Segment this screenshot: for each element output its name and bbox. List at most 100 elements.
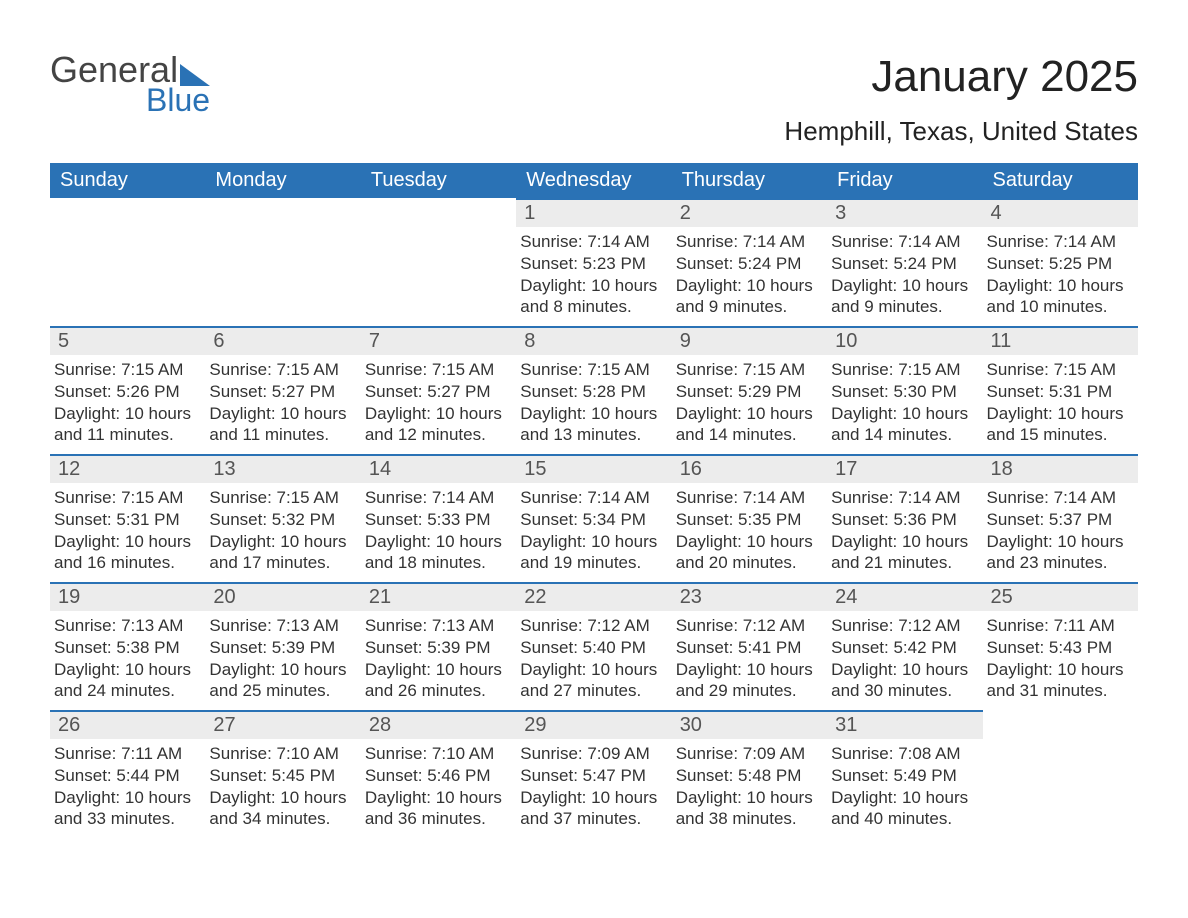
calendar-cell: 24Sunrise: 7:12 AMSunset: 5:42 PMDayligh… bbox=[827, 582, 982, 710]
day-number: 7 bbox=[361, 328, 516, 355]
sunset-line: Sunset: 5:47 PM bbox=[520, 765, 667, 787]
day-detail: Sunrise: 7:15 AMSunset: 5:31 PMDaylight:… bbox=[983, 355, 1138, 446]
calendar-cell: 27Sunrise: 7:10 AMSunset: 5:45 PMDayligh… bbox=[205, 710, 360, 838]
day-number: 10 bbox=[827, 328, 982, 355]
sunrise-line: Sunrise: 7:15 AM bbox=[209, 487, 356, 509]
daylight-line: Daylight: 10 hours and 9 minutes. bbox=[831, 275, 978, 319]
day-number: 31 bbox=[827, 712, 982, 739]
sunrise-line: Sunrise: 7:09 AM bbox=[520, 743, 667, 765]
sunrise-line: Sunrise: 7:14 AM bbox=[676, 487, 823, 509]
day-detail: Sunrise: 7:10 AMSunset: 5:46 PMDaylight:… bbox=[361, 739, 516, 830]
calendar-cell: 3Sunrise: 7:14 AMSunset: 5:24 PMDaylight… bbox=[827, 198, 982, 326]
daylight-line: Daylight: 10 hours and 30 minutes. bbox=[831, 659, 978, 703]
sunset-line: Sunset: 5:30 PM bbox=[831, 381, 978, 403]
sunrise-line: Sunrise: 7:13 AM bbox=[209, 615, 356, 637]
day-number: 19 bbox=[50, 584, 205, 611]
weekday-header: Wednesday bbox=[516, 163, 671, 198]
calendar-cell: 1Sunrise: 7:14 AMSunset: 5:23 PMDaylight… bbox=[516, 198, 671, 326]
day-detail: Sunrise: 7:15 AMSunset: 5:27 PMDaylight:… bbox=[361, 355, 516, 446]
sunset-line: Sunset: 5:40 PM bbox=[520, 637, 667, 659]
calendar-cell: 2Sunrise: 7:14 AMSunset: 5:24 PMDaylight… bbox=[672, 198, 827, 326]
calendar-cell: 26Sunrise: 7:11 AMSunset: 5:44 PMDayligh… bbox=[50, 710, 205, 838]
weekday-header: Thursday bbox=[672, 163, 827, 198]
day-number: 16 bbox=[672, 456, 827, 483]
day-detail: Sunrise: 7:15 AMSunset: 5:28 PMDaylight:… bbox=[516, 355, 671, 446]
calendar-cell: 12Sunrise: 7:15 AMSunset: 5:31 PMDayligh… bbox=[50, 454, 205, 582]
daylight-line: Daylight: 10 hours and 26 minutes. bbox=[365, 659, 512, 703]
calendar-cell bbox=[205, 198, 360, 326]
daylight-line: Daylight: 10 hours and 25 minutes. bbox=[209, 659, 356, 703]
page: General Blue January 2025 Hemphill, Texa… bbox=[0, 0, 1188, 888]
day-detail: Sunrise: 7:14 AMSunset: 5:25 PMDaylight:… bbox=[983, 227, 1138, 318]
day-number: 1 bbox=[516, 200, 671, 227]
daylight-line: Daylight: 10 hours and 37 minutes. bbox=[520, 787, 667, 831]
sunset-line: Sunset: 5:45 PM bbox=[209, 765, 356, 787]
day-detail: Sunrise: 7:10 AMSunset: 5:45 PMDaylight:… bbox=[205, 739, 360, 830]
sunset-line: Sunset: 5:33 PM bbox=[365, 509, 512, 531]
day-number: 29 bbox=[516, 712, 671, 739]
day-detail: Sunrise: 7:15 AMSunset: 5:27 PMDaylight:… bbox=[205, 355, 360, 446]
sunrise-line: Sunrise: 7:15 AM bbox=[209, 359, 356, 381]
day-number: 26 bbox=[50, 712, 205, 739]
day-detail: Sunrise: 7:14 AMSunset: 5:33 PMDaylight:… bbox=[361, 483, 516, 574]
sunrise-line: Sunrise: 7:14 AM bbox=[987, 487, 1134, 509]
sunset-line: Sunset: 5:24 PM bbox=[831, 253, 978, 275]
sunset-line: Sunset: 5:28 PM bbox=[520, 381, 667, 403]
day-detail: Sunrise: 7:11 AMSunset: 5:43 PMDaylight:… bbox=[983, 611, 1138, 702]
calendar-cell: 9Sunrise: 7:15 AMSunset: 5:29 PMDaylight… bbox=[672, 326, 827, 454]
sunrise-line: Sunrise: 7:13 AM bbox=[365, 615, 512, 637]
calendar-cell: 18Sunrise: 7:14 AMSunset: 5:37 PMDayligh… bbox=[983, 454, 1138, 582]
day-number: 12 bbox=[50, 456, 205, 483]
daylight-line: Daylight: 10 hours and 9 minutes. bbox=[676, 275, 823, 319]
day-number: 2 bbox=[672, 200, 827, 227]
day-number: 25 bbox=[983, 584, 1138, 611]
daylight-line: Daylight: 10 hours and 15 minutes. bbox=[987, 403, 1134, 447]
calendar-cell bbox=[983, 710, 1138, 838]
calendar-week-row: 12Sunrise: 7:15 AMSunset: 5:31 PMDayligh… bbox=[50, 454, 1138, 582]
day-number: 6 bbox=[205, 328, 360, 355]
sunset-line: Sunset: 5:23 PM bbox=[520, 253, 667, 275]
brand-logo: General Blue bbox=[50, 52, 210, 116]
sunrise-line: Sunrise: 7:15 AM bbox=[54, 359, 201, 381]
daylight-line: Daylight: 10 hours and 10 minutes. bbox=[987, 275, 1134, 319]
daylight-line: Daylight: 10 hours and 40 minutes. bbox=[831, 787, 978, 831]
sunrise-line: Sunrise: 7:10 AM bbox=[209, 743, 356, 765]
day-detail: Sunrise: 7:14 AMSunset: 5:24 PMDaylight:… bbox=[672, 227, 827, 318]
daylight-line: Daylight: 10 hours and 36 minutes. bbox=[365, 787, 512, 831]
day-number: 20 bbox=[205, 584, 360, 611]
day-number: 9 bbox=[672, 328, 827, 355]
sunrise-line: Sunrise: 7:15 AM bbox=[520, 359, 667, 381]
day-detail: Sunrise: 7:14 AMSunset: 5:36 PMDaylight:… bbox=[827, 483, 982, 574]
sunrise-line: Sunrise: 7:11 AM bbox=[987, 615, 1134, 637]
day-detail: Sunrise: 7:15 AMSunset: 5:31 PMDaylight:… bbox=[50, 483, 205, 574]
weekday-header-row: Sunday Monday Tuesday Wednesday Thursday… bbox=[50, 163, 1138, 198]
day-number: 11 bbox=[983, 328, 1138, 355]
calendar-table: Sunday Monday Tuesday Wednesday Thursday… bbox=[50, 163, 1138, 838]
day-detail: Sunrise: 7:11 AMSunset: 5:44 PMDaylight:… bbox=[50, 739, 205, 830]
weekday-header: Monday bbox=[205, 163, 360, 198]
sunset-line: Sunset: 5:48 PM bbox=[676, 765, 823, 787]
calendar-cell: 5Sunrise: 7:15 AMSunset: 5:26 PMDaylight… bbox=[50, 326, 205, 454]
sunrise-line: Sunrise: 7:13 AM bbox=[54, 615, 201, 637]
day-number: 30 bbox=[672, 712, 827, 739]
brand-text-2: Blue bbox=[134, 84, 210, 116]
sunset-line: Sunset: 5:36 PM bbox=[831, 509, 978, 531]
sunrise-line: Sunrise: 7:14 AM bbox=[831, 487, 978, 509]
day-detail: Sunrise: 7:14 AMSunset: 5:37 PMDaylight:… bbox=[983, 483, 1138, 574]
sunset-line: Sunset: 5:25 PM bbox=[987, 253, 1134, 275]
sunset-line: Sunset: 5:31 PM bbox=[54, 509, 201, 531]
sunset-line: Sunset: 5:35 PM bbox=[676, 509, 823, 531]
day-number: 24 bbox=[827, 584, 982, 611]
daylight-line: Daylight: 10 hours and 19 minutes. bbox=[520, 531, 667, 575]
sunset-line: Sunset: 5:38 PM bbox=[54, 637, 201, 659]
calendar-cell: 8Sunrise: 7:15 AMSunset: 5:28 PMDaylight… bbox=[516, 326, 671, 454]
day-detail: Sunrise: 7:08 AMSunset: 5:49 PMDaylight:… bbox=[827, 739, 982, 830]
weekday-header: Friday bbox=[827, 163, 982, 198]
day-detail: Sunrise: 7:14 AMSunset: 5:23 PMDaylight:… bbox=[516, 227, 671, 318]
day-number: 27 bbox=[205, 712, 360, 739]
daylight-line: Daylight: 10 hours and 29 minutes. bbox=[676, 659, 823, 703]
day-detail: Sunrise: 7:13 AMSunset: 5:39 PMDaylight:… bbox=[361, 611, 516, 702]
calendar-week-row: 5Sunrise: 7:15 AMSunset: 5:26 PMDaylight… bbox=[50, 326, 1138, 454]
calendar-cell: 28Sunrise: 7:10 AMSunset: 5:46 PMDayligh… bbox=[361, 710, 516, 838]
sunset-line: Sunset: 5:41 PM bbox=[676, 637, 823, 659]
